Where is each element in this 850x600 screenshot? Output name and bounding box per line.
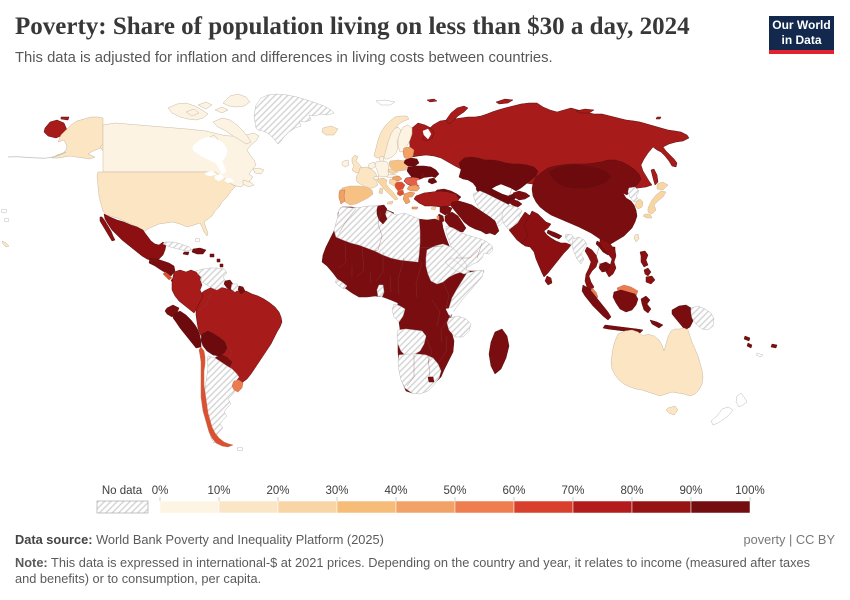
svg-text:No data: No data: [102, 485, 143, 497]
svg-text:90%: 90%: [679, 485, 702, 497]
svg-text:10%: 10%: [207, 485, 230, 497]
svg-text:60%: 60%: [502, 485, 525, 497]
svg-text:50%: 50%: [443, 485, 466, 497]
svg-text:100%: 100%: [735, 485, 764, 497]
svg-text:80%: 80%: [620, 485, 643, 497]
svg-text:30%: 30%: [325, 485, 348, 497]
svg-text:40%: 40%: [384, 485, 407, 497]
svg-text:0%: 0%: [152, 485, 169, 497]
svg-text:20%: 20%: [266, 485, 289, 497]
svg-text:70%: 70%: [561, 485, 584, 497]
